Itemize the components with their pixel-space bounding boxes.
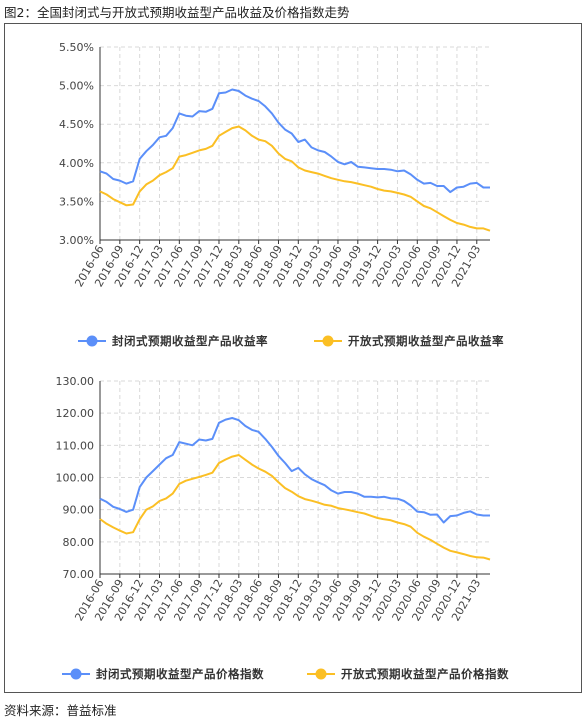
- series-line-1: [99, 417, 490, 524]
- legend-label: 封闭式预期收益型产品收益率: [112, 334, 268, 348]
- y-tick-label: 100.00: [56, 472, 95, 485]
- legend-item-1[interactable]: 封闭式预期收益型产品收益率: [78, 334, 268, 348]
- y-tick-label: 3.00%: [59, 234, 94, 247]
- source-note: 资料来源：普益标准: [4, 703, 117, 718]
- legend-label: 开放式预期收益型产品收益率: [348, 334, 504, 348]
- y-tick-label: 4.00%: [59, 157, 94, 170]
- y-tick-label: 5.00%: [59, 80, 94, 93]
- y-tick-label: 90.00: [63, 504, 95, 517]
- y-tick-label: 70.00: [63, 568, 95, 581]
- legend-dot-icon: [315, 668, 327, 680]
- chart-2: 70.0080.0090.00100.00110.00120.00130.002…: [56, 375, 509, 681]
- figure-frame: [4, 23, 582, 693]
- series-line-1: [99, 88, 490, 194]
- legend-dot-icon: [70, 668, 82, 680]
- legend-item-2[interactable]: 开放式预期收益型产品价格指数: [307, 667, 509, 681]
- y-tick-label: 80.00: [63, 536, 95, 549]
- figure-title: 图2：全国封闭式与开放式预期收益型产品收益及价格指数走势: [4, 5, 350, 20]
- legend-dot-icon: [86, 335, 98, 347]
- y-tick-label: 130.00: [56, 375, 95, 388]
- y-tick-label: 110.00: [56, 439, 95, 452]
- legend-label: 封闭式预期收益型产品价格指数: [96, 667, 264, 681]
- legend-label: 开放式预期收益型产品价格指数: [341, 667, 509, 681]
- legend-item-2[interactable]: 开放式预期收益型产品收益率: [314, 334, 504, 348]
- legend-dot-icon: [322, 335, 334, 347]
- legend-item-1[interactable]: 封闭式预期收益型产品价格指数: [62, 667, 264, 681]
- y-tick-label: 5.50%: [59, 41, 94, 54]
- series-line-2: [99, 125, 491, 232]
- y-tick-label: 4.50%: [59, 118, 94, 131]
- series-line-2: [99, 454, 491, 561]
- y-tick-label: 120.00: [56, 407, 95, 420]
- chart-1: 3.00%3.50%4.00%4.50%5.00%5.50%2016-06201…: [59, 41, 504, 348]
- y-tick-label: 3.50%: [59, 195, 94, 208]
